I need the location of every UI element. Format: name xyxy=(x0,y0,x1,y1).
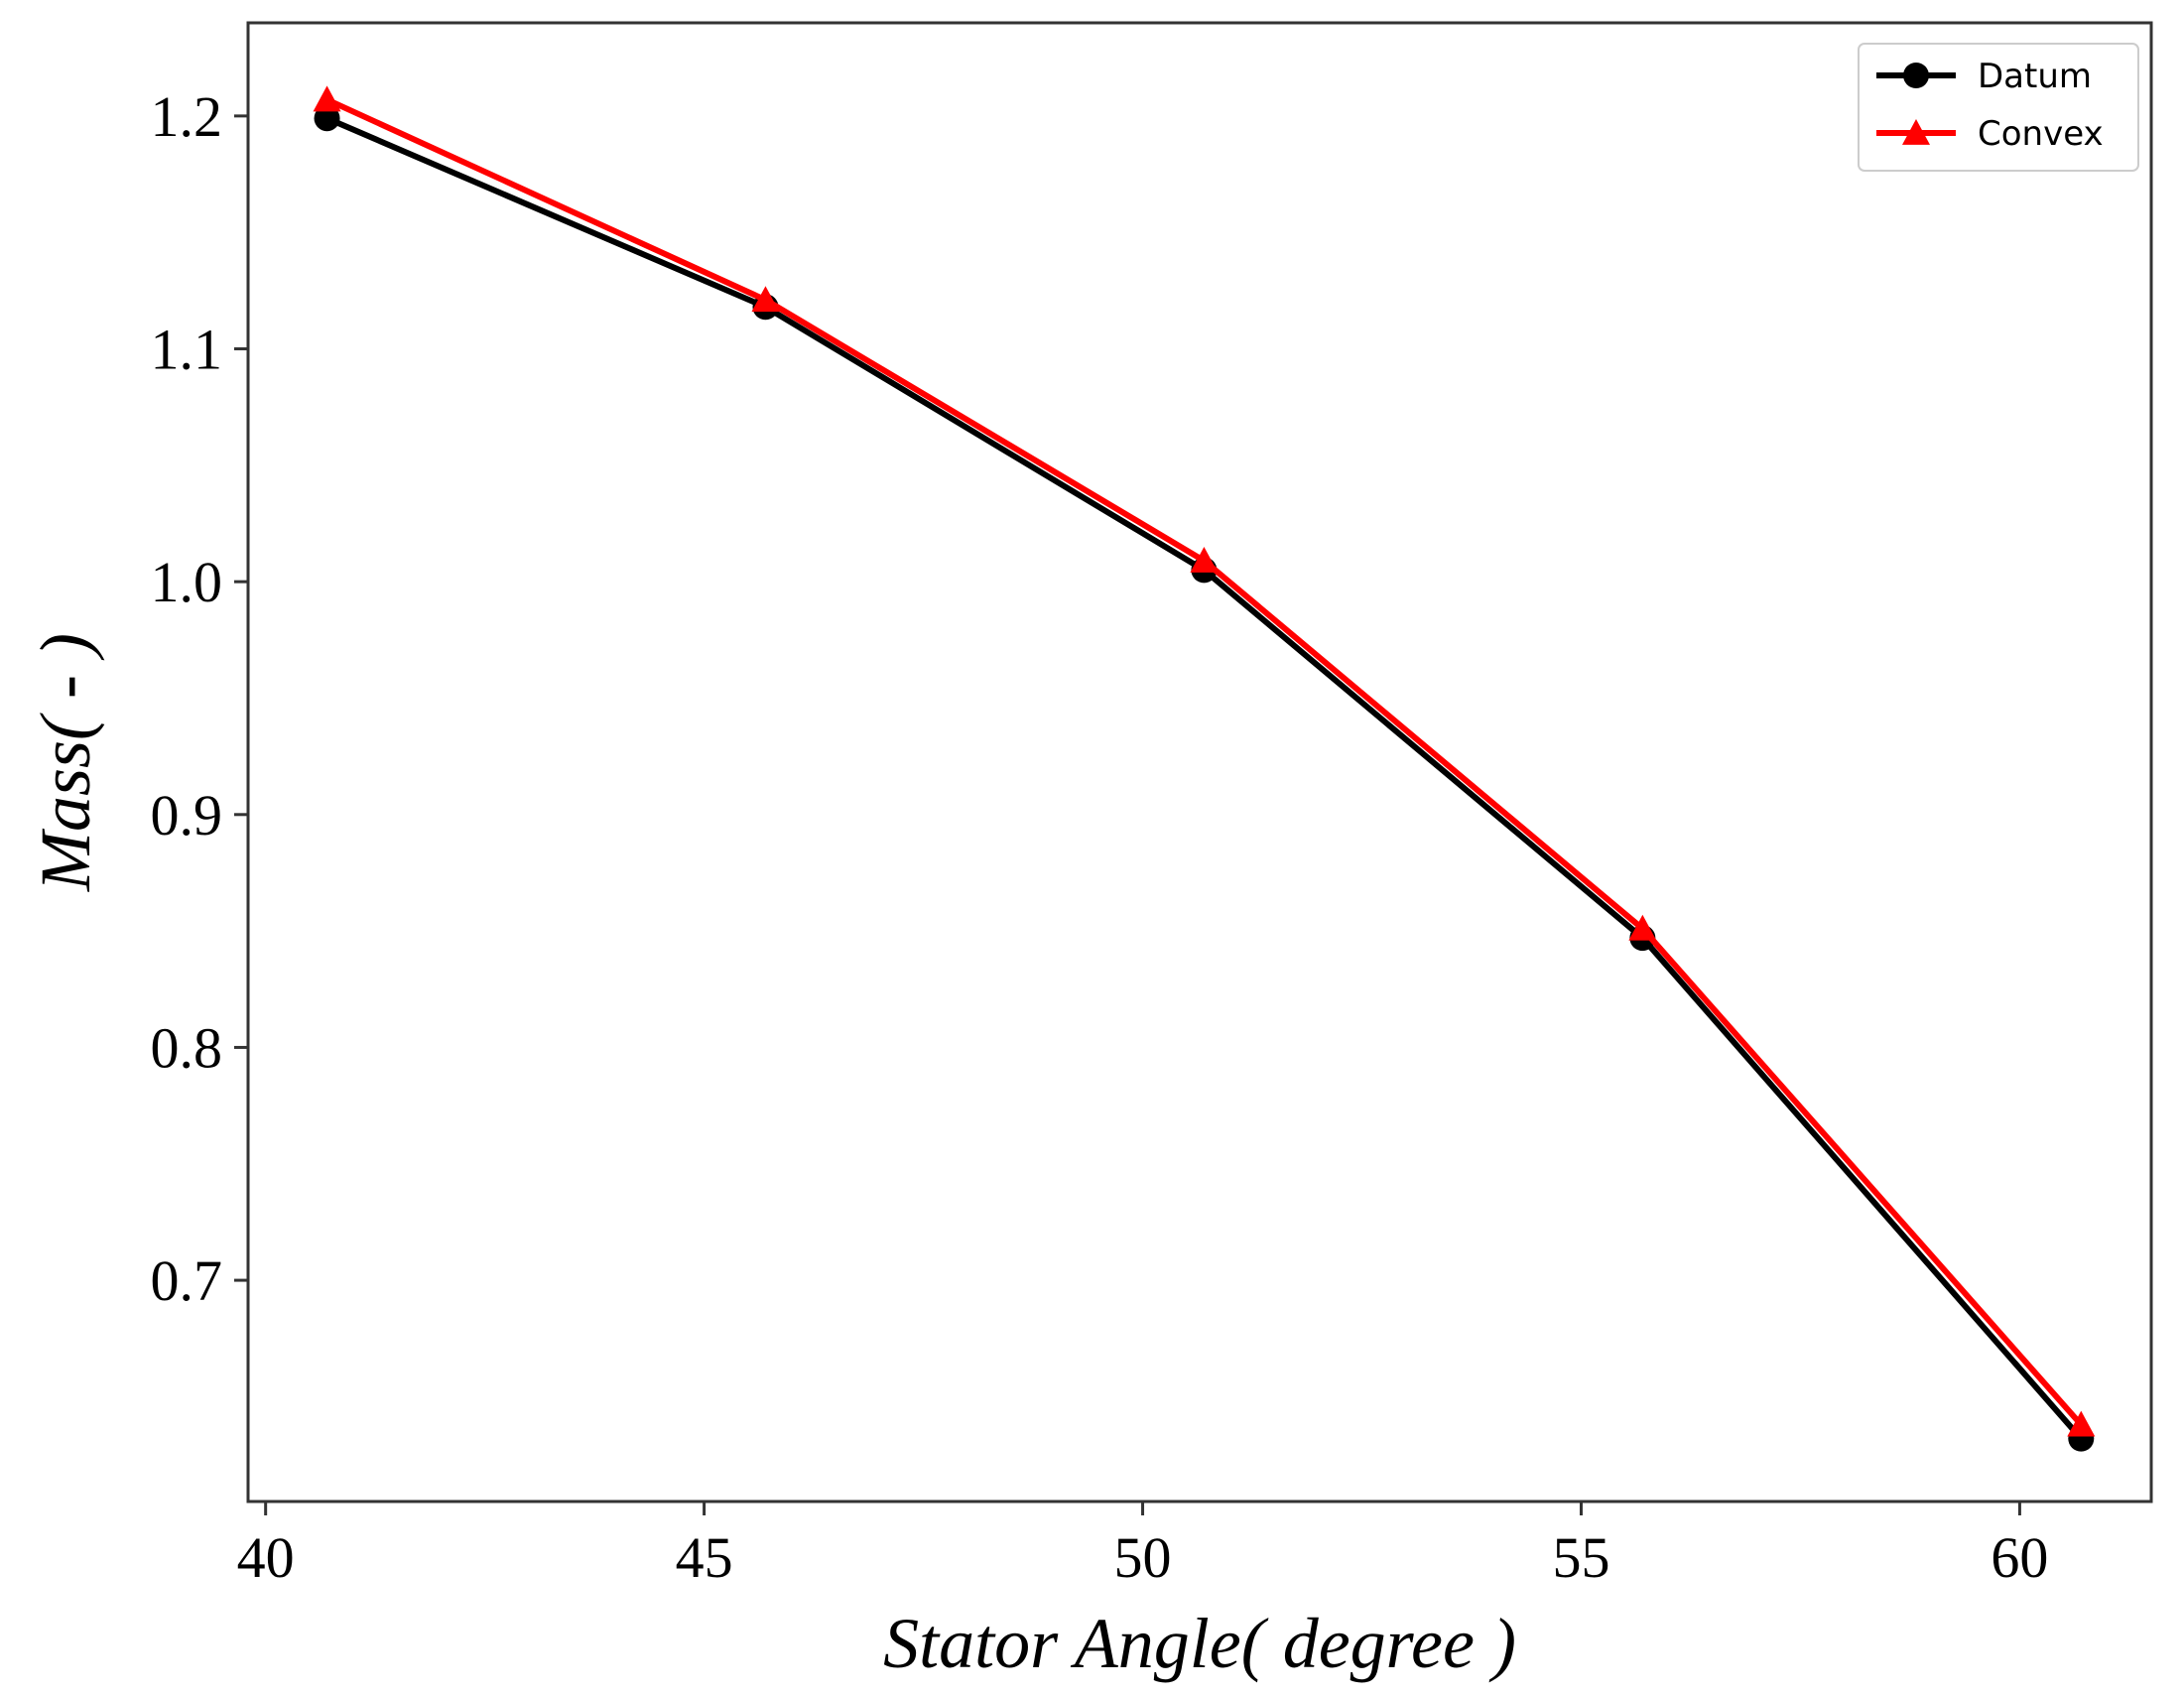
x-tick-label: 50 xyxy=(1114,1525,1172,1590)
legend: Datum Convex xyxy=(1858,43,2139,172)
data-point-convex xyxy=(313,85,341,112)
data-point-convex xyxy=(2067,1410,2096,1437)
axis-ticks: 40 45 50 55 60 0.7 0.8 0.9 1.0 1.1 1.2 xyxy=(151,84,2049,1590)
legend-item-convex: Convex xyxy=(1876,114,2104,154)
legend-marker-datum xyxy=(1903,63,1929,88)
y-tick-label: 0.8 xyxy=(151,1015,223,1080)
y-axis-title: Mass( - ) xyxy=(26,633,105,892)
y-tick-label: 0.9 xyxy=(151,783,223,848)
legend-label-datum: Datum xyxy=(1978,57,2092,96)
y-tick-label: 1.1 xyxy=(151,318,223,382)
series-convex xyxy=(313,85,2096,1437)
legend-marker-convex xyxy=(1902,119,1930,145)
data-point-datum xyxy=(314,105,340,132)
x-axis-title: Stator Angle( degree ) xyxy=(883,1604,1516,1683)
y-tick-label: 0.7 xyxy=(151,1248,223,1313)
data-point-convex xyxy=(1628,914,1657,941)
y-tick-label: 1.0 xyxy=(151,550,223,614)
plot-area xyxy=(246,21,2153,1503)
data-point-convex xyxy=(751,286,780,313)
x-tick-label: 45 xyxy=(676,1525,733,1590)
series-layer xyxy=(313,85,2096,1452)
x-tick-label: 55 xyxy=(1552,1525,1609,1590)
legend-item-datum: Datum xyxy=(1876,57,2092,96)
y-tick-label: 1.2 xyxy=(151,84,223,149)
x-tick-label: 60 xyxy=(1991,1525,2048,1590)
x-tick-label: 40 xyxy=(237,1525,295,1590)
data-point-convex xyxy=(1190,547,1219,573)
legend-label-convex: Convex xyxy=(1978,114,2104,154)
